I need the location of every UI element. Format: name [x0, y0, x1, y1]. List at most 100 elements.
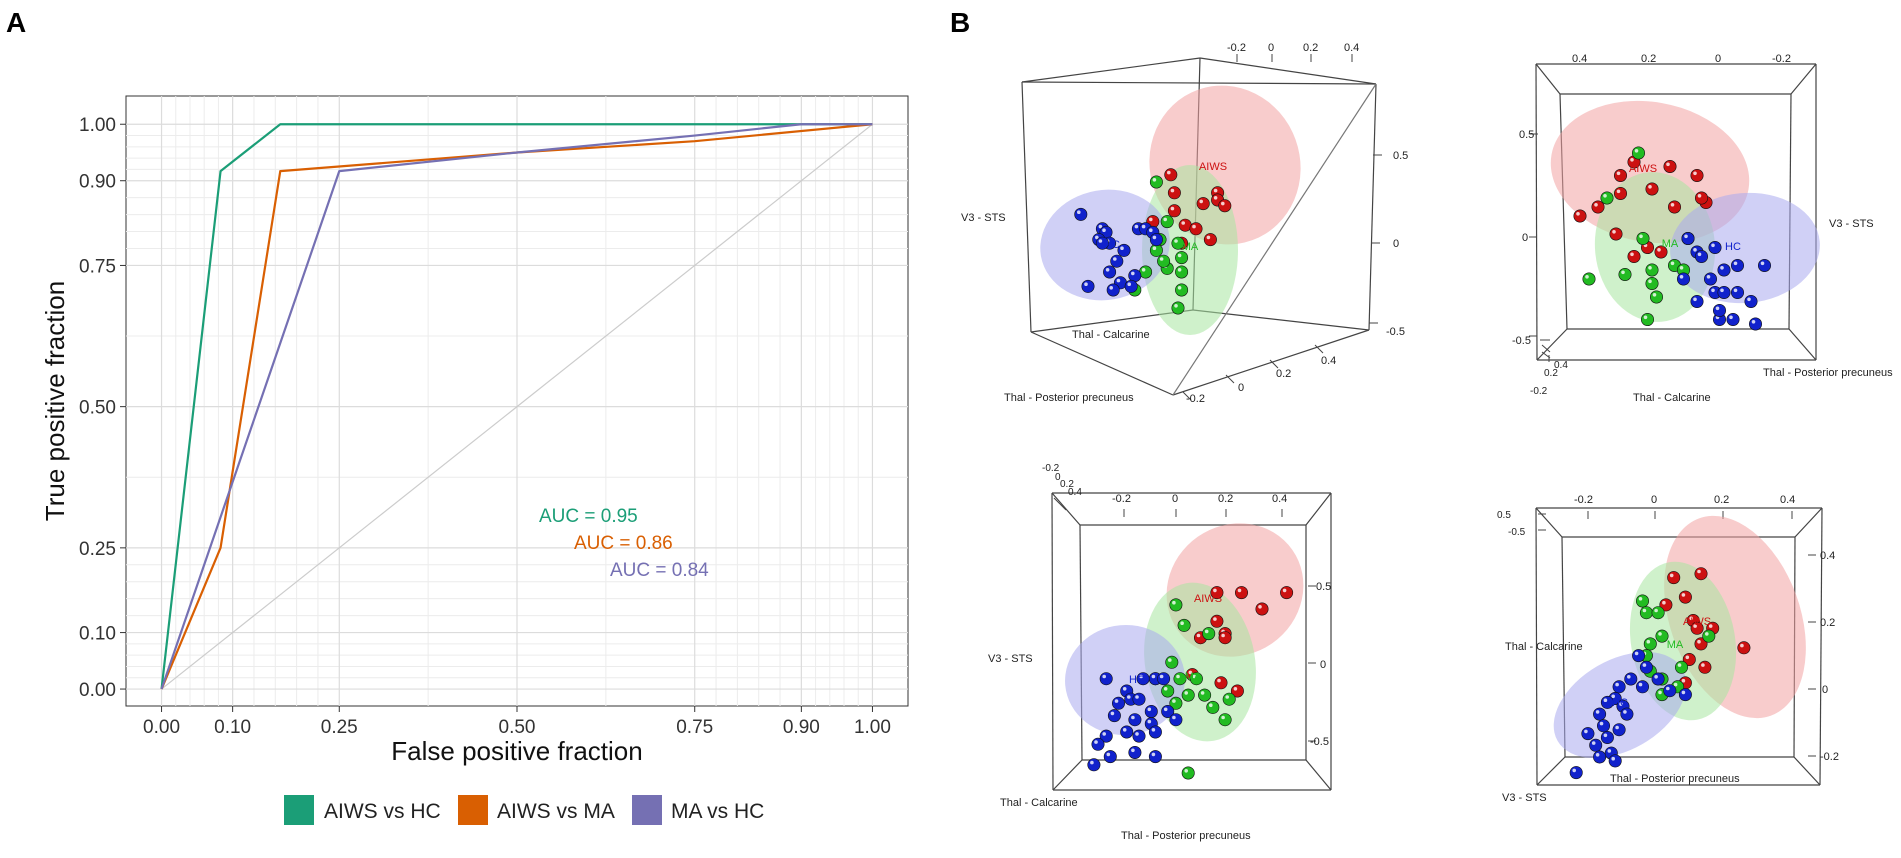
- view2-tick-y-neg05: -0.5: [1512, 335, 1531, 347]
- scatter-point-highlight: [1159, 674, 1164, 679]
- scatter-point-hc: [1128, 713, 1142, 727]
- roc-legend: AIWS vs HC AIWS vs MA MA vs HC: [284, 795, 764, 825]
- scatter-point-hc: [1690, 294, 1704, 308]
- roc-y-tick-label: 0.25: [79, 539, 116, 560]
- scatter-point-hc: [1744, 294, 1758, 308]
- view1-tick-z-04: 0.4: [1321, 355, 1336, 367]
- view1-tick-y-0: 0: [1393, 238, 1399, 250]
- scatter-point-ma: [1636, 594, 1650, 608]
- scatter-point-highlight: [1258, 605, 1262, 609]
- scatter-point-highlight: [1670, 203, 1675, 207]
- scatter-point-hc: [1148, 750, 1162, 764]
- view2-tick-x-04: 0.4: [1572, 53, 1587, 65]
- scatter-point-highlight: [1217, 678, 1221, 683]
- scatter-point-highlight: [1657, 248, 1661, 252]
- legend-swatch-aiws-hc: [284, 795, 314, 825]
- scatter-point-highlight: [1638, 597, 1643, 601]
- scatter-point-aiws: [1695, 191, 1709, 205]
- scatter-point-hc: [1589, 738, 1603, 752]
- scatter-point-aiws: [1167, 204, 1181, 218]
- scatter-point-aiws: [1573, 209, 1587, 223]
- scatter-point-highlight: [1615, 682, 1619, 687]
- scatter-point-hc: [1581, 727, 1595, 741]
- cluster-label-aiws: AIWS: [1194, 593, 1222, 605]
- scatter-point-ma: [1702, 629, 1716, 643]
- scatter-point-highlight: [1102, 674, 1106, 679]
- scatter-point-highlight: [1666, 686, 1670, 691]
- scatter-point-highlight: [1585, 275, 1589, 279]
- roc-x-tick-label: 1.00: [854, 717, 891, 738]
- roc-grid: [126, 96, 908, 706]
- scatter-point-highlight: [1603, 698, 1608, 702]
- roc-y-tick-label: 0.10: [79, 624, 116, 645]
- scatter-point-highlight: [1697, 252, 1702, 257]
- view4-tick-x-neg02: -0.2: [1574, 494, 1593, 506]
- scatter-point-ma: [1582, 272, 1596, 286]
- scatter-point-highlight: [1141, 224, 1146, 229]
- view1-tick-y-neg05: -0.5: [1386, 326, 1405, 338]
- scatter-point-highlight: [1221, 201, 1225, 206]
- scatter-point-highlight: [1705, 632, 1709, 636]
- roc-x-tick-label: 0.75: [676, 717, 713, 738]
- scatter-point-aiws: [1164, 168, 1178, 182]
- view3-axis-v3-sts: V3 - STS: [988, 653, 1033, 665]
- cluster-label-aiws: AIWS: [1199, 161, 1227, 173]
- view2-ticks: [1529, 133, 1551, 362]
- scatter-point-ma: [1165, 655, 1179, 669]
- scatter-point-highlight: [1151, 728, 1156, 732]
- scatter-point-hc: [1593, 750, 1607, 764]
- scatter-point-highlight: [1666, 162, 1670, 167]
- scatter-point-ma: [1160, 215, 1174, 229]
- scatter-point-hc: [1110, 254, 1124, 268]
- roc-diagonal: [161, 123, 873, 690]
- scatter-point-hc: [1681, 232, 1695, 246]
- scatter-point-hc: [1708, 241, 1722, 255]
- scatter-point-hc: [1717, 263, 1731, 277]
- scatter-point-highlight: [1170, 206, 1175, 211]
- scatter-point-hc: [1103, 750, 1117, 764]
- view3-tick-y-0: 0: [1320, 659, 1326, 671]
- scatter-point-aiws: [1667, 571, 1681, 585]
- scatter-point-hc: [1717, 285, 1731, 299]
- scatter-point-hc: [1107, 709, 1121, 723]
- scatter-point-highlight: [1673, 682, 1678, 687]
- scatter-point-highlight: [1098, 239, 1103, 243]
- cluster-label-ma: MA: [1182, 241, 1199, 253]
- cluster-label-ma: MA: [1667, 639, 1684, 651]
- scatter-point-highlight: [1681, 690, 1686, 695]
- scatter-point-highlight: [1213, 188, 1218, 193]
- scatter-point-hc: [1608, 754, 1622, 768]
- scatter-point-highlight: [1152, 235, 1157, 240]
- view2-tick-z-04: 0.4: [1554, 360, 1568, 371]
- view3-tick-z-0: 0: [1055, 472, 1061, 483]
- scatter-point-hc: [1569, 766, 1583, 780]
- scatter-point-highlight: [1697, 569, 1701, 574]
- scatter-point-ma: [1139, 265, 1153, 279]
- scatter-point-ma: [1169, 598, 1183, 612]
- scatter-point-highlight: [1098, 224, 1103, 229]
- scatter-point-highlight: [1720, 266, 1724, 270]
- scatter-point-hc: [1663, 684, 1677, 698]
- scatter-point-highlight: [1237, 588, 1242, 593]
- scatter-point-highlight: [1685, 655, 1690, 660]
- scatter-point-ma: [1675, 660, 1689, 674]
- scatter-point-hc: [1074, 207, 1088, 221]
- scatter-point-hc: [1597, 719, 1611, 733]
- scatter-point-hc: [1726, 312, 1740, 326]
- view4-tick-x-02: 0.2: [1714, 494, 1729, 506]
- scatter-point-ma: [1632, 146, 1646, 160]
- roc-x-ticks: 0.00 0.10 0.25 0.50 0.75 0.90 1.00: [143, 706, 891, 738]
- scatter-point-highlight: [1639, 234, 1643, 239]
- scatter-point-highlight: [1751, 320, 1756, 324]
- scatter-point-aiws: [1668, 200, 1682, 214]
- scatter-point-highlight: [1711, 288, 1715, 293]
- scatter-point-ma: [1175, 265, 1189, 279]
- cluster-label-hc: HC: [1104, 239, 1120, 251]
- cluster-ellipse-ma: [1142, 165, 1238, 335]
- view3-tick-y-05: 0.5: [1316, 581, 1331, 593]
- view1-tick-z-0: 0: [1238, 382, 1244, 394]
- scatter-point-highlight: [1174, 239, 1178, 243]
- view2-tick-z-02: 0.2: [1544, 368, 1558, 379]
- scatter-point-ma: [1149, 175, 1163, 189]
